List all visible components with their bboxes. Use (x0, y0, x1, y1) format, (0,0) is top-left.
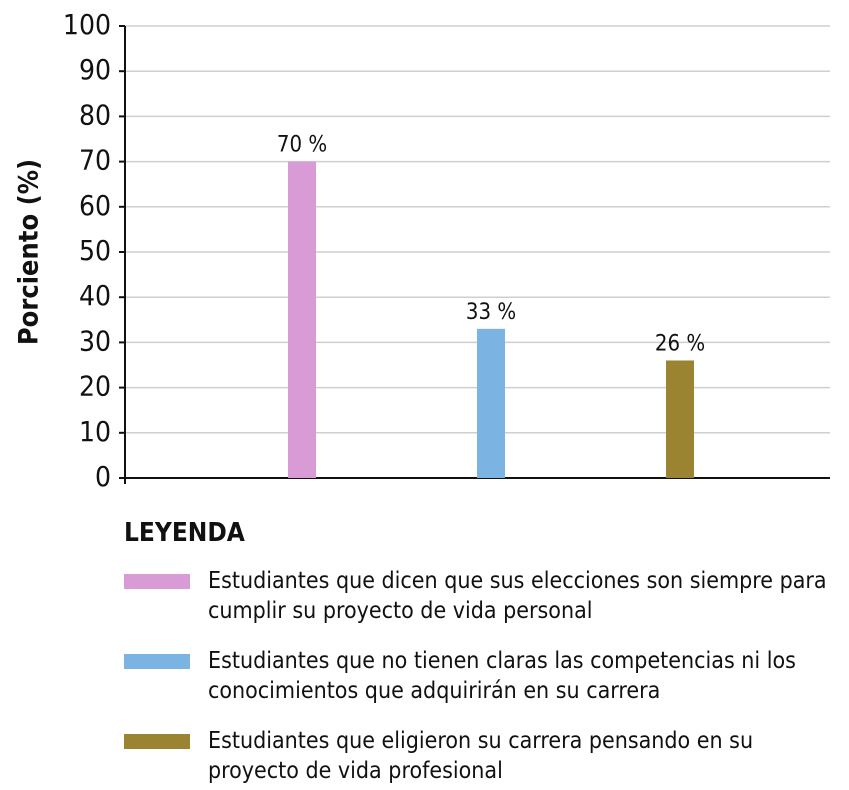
bar (477, 328, 505, 478)
legend-swatch (124, 654, 190, 669)
y-tick-label: 70 (79, 144, 111, 177)
bar (288, 161, 316, 478)
y-tick-label: 50 (79, 234, 111, 267)
y-tick-label: 80 (79, 98, 111, 131)
bar (666, 360, 694, 478)
legend-swatch (124, 734, 190, 749)
value-label: 70 % (277, 133, 327, 158)
y-tick-label: 40 (79, 279, 111, 312)
y-tick-label: 60 (79, 189, 111, 222)
y-tick-label: 30 (79, 324, 111, 357)
legend-label: Estudiantes que eligieron su carrera pen… (208, 728, 754, 784)
y-tick-label: 0 (95, 460, 111, 493)
chart: Porciento (%) 0 10 20 30 40 50 60 70 80 90 100 70 %… (14, 8, 830, 493)
y-axis-label: Porciento (%) (14, 159, 45, 345)
legend-label: Estudiantes que dicen que sus elecciones… (208, 568, 827, 624)
legend-title: LEYENDA (124, 518, 245, 548)
y-tick-label: 100 (63, 8, 111, 41)
value-label: 26 % (655, 331, 705, 356)
legend-swatch (124, 574, 190, 589)
value-label: 33 % (466, 300, 516, 325)
y-tick-label: 90 (79, 53, 111, 86)
legend-label: Estudiantes que no tienen claras las com… (208, 648, 796, 704)
y-tick-label: 20 (79, 370, 111, 403)
y-tick-label: 10 (79, 415, 111, 448)
